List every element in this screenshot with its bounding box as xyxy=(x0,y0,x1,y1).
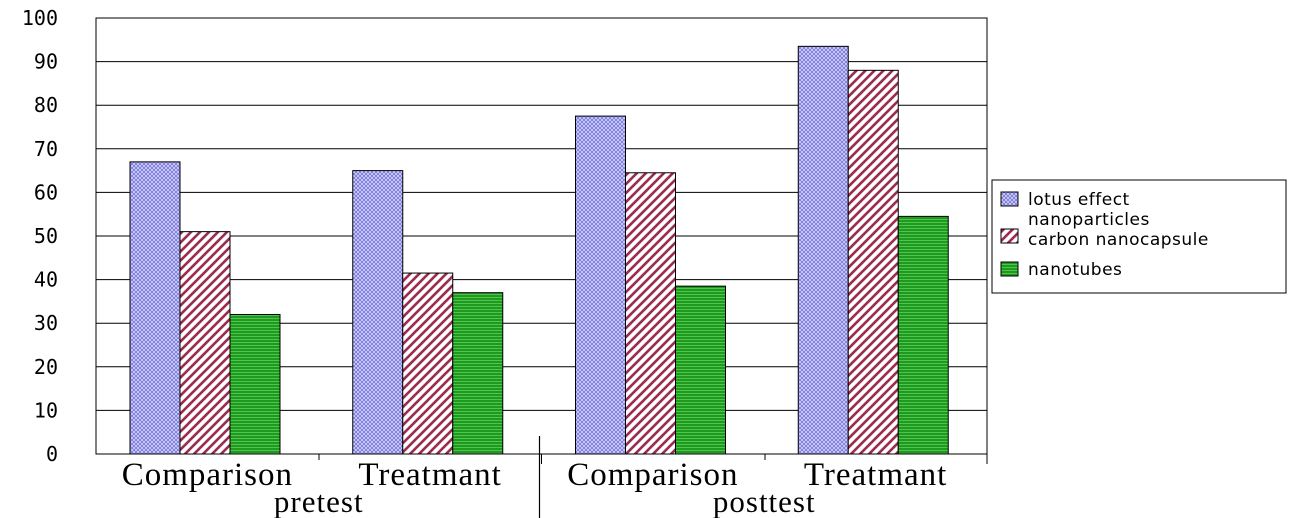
x-group-label: pretest xyxy=(274,484,364,518)
y-tick-label: 80 xyxy=(34,93,58,117)
bar xyxy=(797,45,849,455)
bar xyxy=(675,285,726,455)
legend-label: nanotubes xyxy=(1028,260,1122,280)
legend-swatch xyxy=(1000,228,1019,244)
y-tick-label: 90 xyxy=(34,50,58,74)
y-tick-label: 40 xyxy=(34,268,58,292)
y-tick-label: 20 xyxy=(34,355,58,379)
legend-swatch xyxy=(1000,191,1019,207)
y-tick-label: 10 xyxy=(34,398,58,422)
y-tick-labels: 0 10 20 30 40 50 60 70 80 90 100 xyxy=(22,6,58,466)
legend-box xyxy=(991,179,1287,294)
x-category-labels: Comparison Treatmant Comparison Treatmantpr… xyxy=(122,457,947,518)
x-group-label: posttest xyxy=(713,484,816,518)
bar xyxy=(897,215,949,455)
bar xyxy=(352,170,404,455)
y-tick-label: 70 xyxy=(34,137,58,161)
x-category-label: Treatmant xyxy=(358,457,501,493)
bar xyxy=(452,292,504,455)
x-category-label: Comparison xyxy=(122,457,293,493)
bar xyxy=(129,161,181,455)
legend-label: lotus effect xyxy=(1028,190,1130,210)
y-tick-label: 60 xyxy=(34,180,58,204)
x-category-label: Comparison xyxy=(567,457,738,493)
y-tick-label: 50 xyxy=(34,224,58,248)
legend-label: carbon nanocapsule xyxy=(1028,230,1209,250)
bar xyxy=(847,69,899,455)
bar xyxy=(402,272,454,455)
axes xyxy=(95,17,988,518)
legend-swatch xyxy=(1000,261,1019,277)
bars xyxy=(129,45,949,455)
x-category-label: Treatmant xyxy=(804,457,947,493)
bar xyxy=(625,172,676,455)
y-tick-label: 0 xyxy=(46,442,58,466)
y-tick-label: 30 xyxy=(34,311,58,335)
y-tick-label: 100 xyxy=(22,6,58,30)
bar xyxy=(575,115,626,455)
bar xyxy=(179,231,231,455)
legend-label: nanoparticles xyxy=(1028,210,1150,230)
bar xyxy=(229,313,281,455)
